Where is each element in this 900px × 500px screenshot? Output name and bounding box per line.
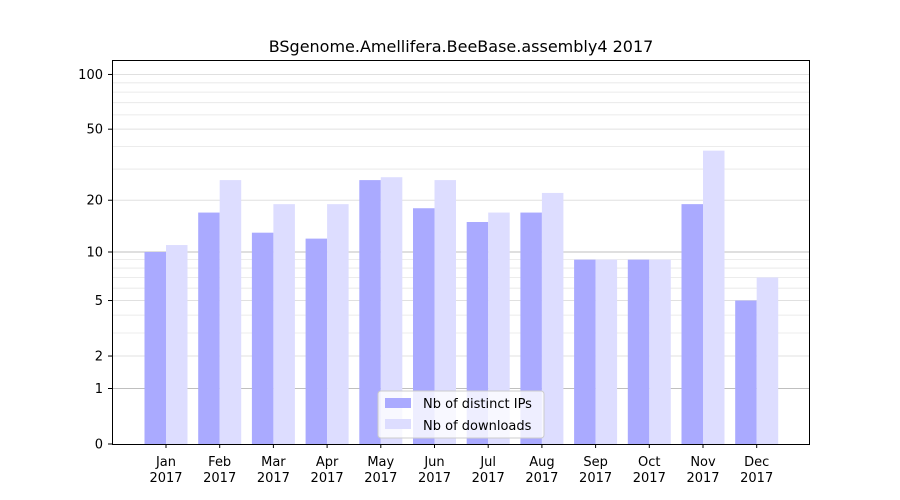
- bar-downloads: [273, 204, 295, 444]
- x-tick-label-month: Aug: [529, 455, 554, 470]
- x-axis: Jan2017Feb2017Mar2017Apr2017May2017Jun20…: [149, 444, 773, 486]
- bar-downloads: [166, 245, 188, 444]
- bar-downloads: [488, 212, 510, 444]
- x-tick-label-year: 2017: [364, 471, 397, 486]
- y-tick-label: 1: [95, 382, 103, 397]
- bar-distinct-ips: [574, 259, 596, 444]
- plot-frame: [112, 60, 810, 445]
- bar-downloads: [649, 259, 671, 444]
- bar-downloads: [327, 204, 349, 444]
- y-axis: 0 1 2 5 10 20 50 100: [78, 68, 112, 453]
- x-tick-label-year: 2017: [740, 471, 773, 486]
- x-tick-label-year: 2017: [149, 471, 182, 486]
- y-tick-label: 2: [95, 350, 103, 365]
- x-tick-label-month: Oct: [638, 455, 660, 470]
- x-tick-label-month: Jan: [155, 455, 176, 470]
- x-tick-label-year: 2017: [525, 471, 558, 486]
- chart-title: BSgenome.Amellifera.BeeBase.assembly4 20…: [269, 37, 654, 56]
- legend: Nb of distinct IPs Nb of downloads: [377, 390, 545, 439]
- legend-label-downloads: Nb of downloads: [423, 419, 532, 434]
- y-tick-label: 20: [86, 194, 103, 209]
- x-tick-label-year: 2017: [418, 471, 451, 486]
- legend-box: [377, 390, 545, 439]
- bar-downloads: [219, 180, 242, 444]
- legend-label-distinct-ips: Nb of distinct IPs: [423, 397, 532, 412]
- bar-distinct-ips: [144, 252, 166, 444]
- bar-distinct-ips: [520, 212, 542, 444]
- bar-downloads: [541, 192, 564, 444]
- x-tick-label-year: 2017: [633, 471, 666, 486]
- x-tick-label-year: 2017: [579, 471, 612, 486]
- bar-distinct-ips: [359, 180, 381, 444]
- y-tick-label: 50: [86, 123, 103, 138]
- bar-distinct-ips: [198, 212, 220, 444]
- legend-swatch-downloads: [385, 419, 411, 429]
- bar-distinct-ips: [681, 204, 703, 444]
- x-tick-label-month: Apr: [316, 455, 339, 470]
- x-tick-label-month: Dec: [744, 455, 769, 470]
- bar-downloads: [703, 150, 725, 444]
- x-tick-label-month: Jul: [479, 455, 496, 470]
- x-tick-label-month: Jun: [423, 455, 444, 470]
- x-tick-label-month: Mar: [261, 455, 286, 470]
- x-tick-label-month: Sep: [583, 455, 608, 470]
- y-tick-label: 5: [95, 294, 103, 309]
- x-tick-label-year: 2017: [311, 471, 344, 486]
- bar-downloads: [434, 180, 456, 444]
- x-tick-label-year: 2017: [686, 471, 719, 486]
- bar-distinct-ips: [735, 300, 757, 444]
- y-tick-label: 10: [86, 246, 103, 261]
- bar-downloads: [756, 277, 779, 444]
- bar-downloads: [380, 177, 403, 445]
- x-tick-label-year: 2017: [472, 471, 505, 486]
- x-tick-label-month: Feb: [208, 455, 231, 470]
- y-tick-label: 100: [78, 68, 103, 83]
- x-tick-label-year: 2017: [203, 471, 236, 486]
- bar-downloads: [595, 259, 618, 444]
- legend-swatch-distinct-ips: [385, 398, 411, 408]
- x-tick-label-month: May: [367, 455, 394, 470]
- bars: [144, 150, 779, 445]
- bar-distinct-ips: [627, 259, 650, 444]
- y-tick-label: 0: [95, 438, 103, 453]
- bar-distinct-ips: [251, 232, 274, 444]
- x-tick-label-month: Nov: [690, 455, 716, 470]
- x-tick-label-year: 2017: [257, 471, 290, 486]
- bar-distinct-ips: [466, 221, 489, 444]
- bar-distinct-ips: [305, 238, 328, 444]
- bar-distinct-ips: [413, 208, 435, 444]
